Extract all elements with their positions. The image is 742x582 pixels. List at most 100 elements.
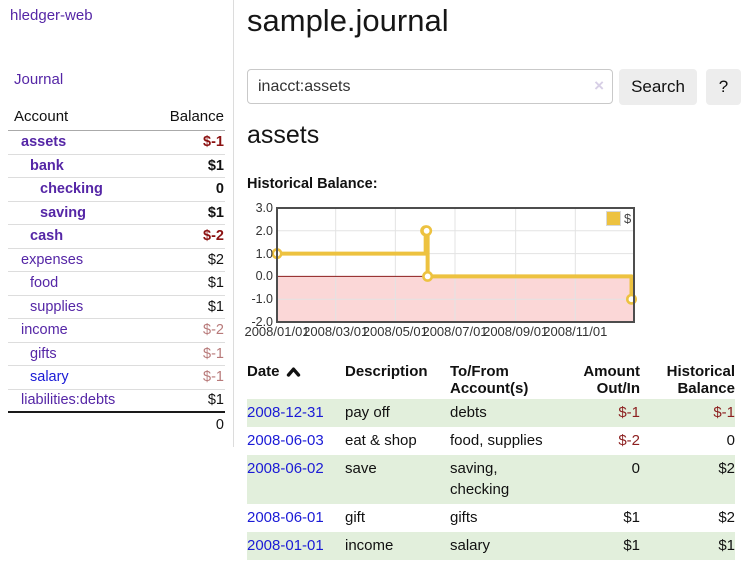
transaction-balance: $2 xyxy=(718,460,735,477)
transaction-description: gift xyxy=(345,509,366,526)
legend-label: $ xyxy=(624,211,632,226)
account-column-header: Account xyxy=(14,108,69,125)
account-row: income $-2 xyxy=(8,319,225,343)
account-balance: $1 xyxy=(207,275,224,292)
x-axis-tick-label: 2008/11/01 xyxy=(543,324,608,339)
accounts-total: 0 xyxy=(215,416,224,433)
transaction-accounts: salary xyxy=(450,537,491,554)
account-link-salary[interactable]: salary xyxy=(30,369,69,386)
amount-column-header: Amount Out/In xyxy=(583,363,640,397)
account-balance: $-2 xyxy=(203,322,224,339)
search-form: × xyxy=(247,69,613,104)
sort-ascending-icon xyxy=(286,367,300,377)
transaction-amount: $1 xyxy=(623,509,640,526)
transaction-accounts: debts xyxy=(450,404,487,421)
account-link-income[interactable]: income xyxy=(21,322,68,339)
account-balance: $1 xyxy=(207,392,224,409)
sidebar-item-journal[interactable]: Journal xyxy=(14,71,64,88)
transaction-accounts: gifts xyxy=(450,509,478,526)
description-column-header: Description xyxy=(345,363,428,380)
balance-column-header: Balance xyxy=(169,108,224,125)
help-button[interactable]: ? xyxy=(706,69,741,105)
clear-search-icon[interactable]: × xyxy=(594,76,604,95)
accounts-table: Account Balance assets $-1 bank $1 checking 0… xyxy=(8,104,225,436)
transaction-row: 2008-06-03 eat & shop food, supplies $-2 0 xyxy=(247,427,735,455)
account-row: cash $-2 xyxy=(8,225,225,249)
transaction-amount: $-2 xyxy=(618,432,640,449)
account-row: liabilities:debts $1 xyxy=(8,390,225,413)
transaction-description: income xyxy=(345,537,394,554)
account-link-cash[interactable]: cash xyxy=(30,228,64,245)
transaction-accounts: saving, checking xyxy=(450,460,510,498)
account-link-gifts[interactable]: gifts xyxy=(30,345,57,362)
account-row: checking 0 xyxy=(8,178,225,202)
x-axis-tick-label: 2008/07/01 xyxy=(422,324,488,339)
account-balance: $-1 xyxy=(203,345,224,362)
transaction-balance: $1 xyxy=(718,537,735,554)
transaction-row: 2008-01-01 income salary $1 $1 xyxy=(247,532,735,560)
account-balance: $-1 xyxy=(203,134,224,151)
transactions-table: Date Description To/From Account(s) Amou… xyxy=(247,363,735,560)
transaction-date-cell: 2008-01-01 xyxy=(247,532,345,560)
transaction-date-cell: 2008-12-31 xyxy=(247,399,345,427)
account-link-liabilities-debts[interactable]: liabilities:debts xyxy=(21,392,116,409)
x-axis-tick-label: 2008/01/01 xyxy=(244,324,310,339)
account-link-saving[interactable]: saving xyxy=(40,204,86,221)
chart-canvas xyxy=(271,207,637,323)
account-balance: $-2 xyxy=(203,228,224,245)
account-row: food $1 xyxy=(8,272,225,296)
search-button[interactable]: Search xyxy=(619,69,697,105)
brand-link[interactable]: hledger-web xyxy=(10,7,93,24)
transaction-description: pay off xyxy=(345,404,390,421)
transaction-date-cell: 2008-06-03 xyxy=(247,427,345,455)
transaction-date-cell: 2008-06-01 xyxy=(247,504,345,532)
transaction-amount: $1 xyxy=(623,537,640,554)
account-row: gifts $-1 xyxy=(8,343,225,366)
transaction-date-link[interactable]: 2008-06-02 xyxy=(247,460,324,477)
account-row: salary $-1 xyxy=(8,366,225,390)
page-title: sample.journal xyxy=(247,3,449,38)
account-balance: $1 xyxy=(207,157,224,174)
account-link-assets[interactable]: assets xyxy=(21,134,67,151)
x-axis-tick-label: 2008/09/01 xyxy=(483,324,549,339)
transaction-description: eat & shop xyxy=(345,432,417,449)
x-axis-tick-label: 2008/05/01 xyxy=(362,324,428,339)
transaction-date-link[interactable]: 2008-06-01 xyxy=(247,509,324,526)
transaction-amount: $-1 xyxy=(618,404,640,421)
transaction-date-link[interactable]: 2008-01-01 xyxy=(247,537,324,554)
transaction-date-link[interactable]: 2008-06-03 xyxy=(247,432,324,449)
account-row: expenses $2 xyxy=(8,249,225,272)
transaction-amount: 0 xyxy=(631,460,640,477)
account-link-checking[interactable]: checking xyxy=(40,181,103,198)
balance-column-header: Historical Balance xyxy=(666,363,735,397)
date-column-header[interactable]: Date xyxy=(247,363,280,380)
account-link-bank[interactable]: bank xyxy=(30,157,64,174)
chart-title: Historical Balance: xyxy=(247,176,378,192)
account-row: supplies $1 xyxy=(8,296,225,319)
account-row: saving $1 xyxy=(8,202,225,225)
transactions-body: 2008-12-31 pay off debts $-1 $-1 2008-06-03 ea… xyxy=(247,399,735,560)
account-balance: $2 xyxy=(207,251,224,268)
tofrom-column-header: To/From Account(s) xyxy=(450,363,529,397)
account-heading: assets xyxy=(247,121,320,149)
accounts-table-body: assets $-1 bank $1 checking 0 saving $1 cash $-2 e… xyxy=(8,131,225,413)
account-balance: $-1 xyxy=(203,369,224,386)
account-balance: 0 xyxy=(215,181,224,198)
search-input[interactable] xyxy=(247,69,613,104)
account-row: assets $-1 xyxy=(8,131,225,155)
account-balance: $1 xyxy=(207,298,224,315)
transaction-row: 2008-06-01 gift gifts $1 $2 xyxy=(247,504,735,532)
sidebar-divider xyxy=(233,0,234,447)
x-axis-tick-label: 2008/03/01 xyxy=(303,324,369,339)
transaction-date-link[interactable]: 2008-12-31 xyxy=(247,404,324,421)
chart: $ 3.0 2.0 1.0 0.0 -1.0 -2.0 2008/01/01 2008/03/… xyxy=(244,201,642,344)
account-link-supplies[interactable]: supplies xyxy=(30,298,84,315)
transactions-table-header: Date Description To/From Account(s) Amou… xyxy=(247,363,735,399)
transaction-balance: $-1 xyxy=(713,404,735,421)
chart-legend: $ xyxy=(606,211,631,226)
transaction-balance: $2 xyxy=(718,509,735,526)
account-link-expenses[interactable]: expenses xyxy=(21,251,84,268)
transaction-date-cell: 2008-06-02 xyxy=(247,455,345,504)
account-link-food[interactable]: food xyxy=(30,275,59,292)
account-balance: $1 xyxy=(207,204,224,221)
